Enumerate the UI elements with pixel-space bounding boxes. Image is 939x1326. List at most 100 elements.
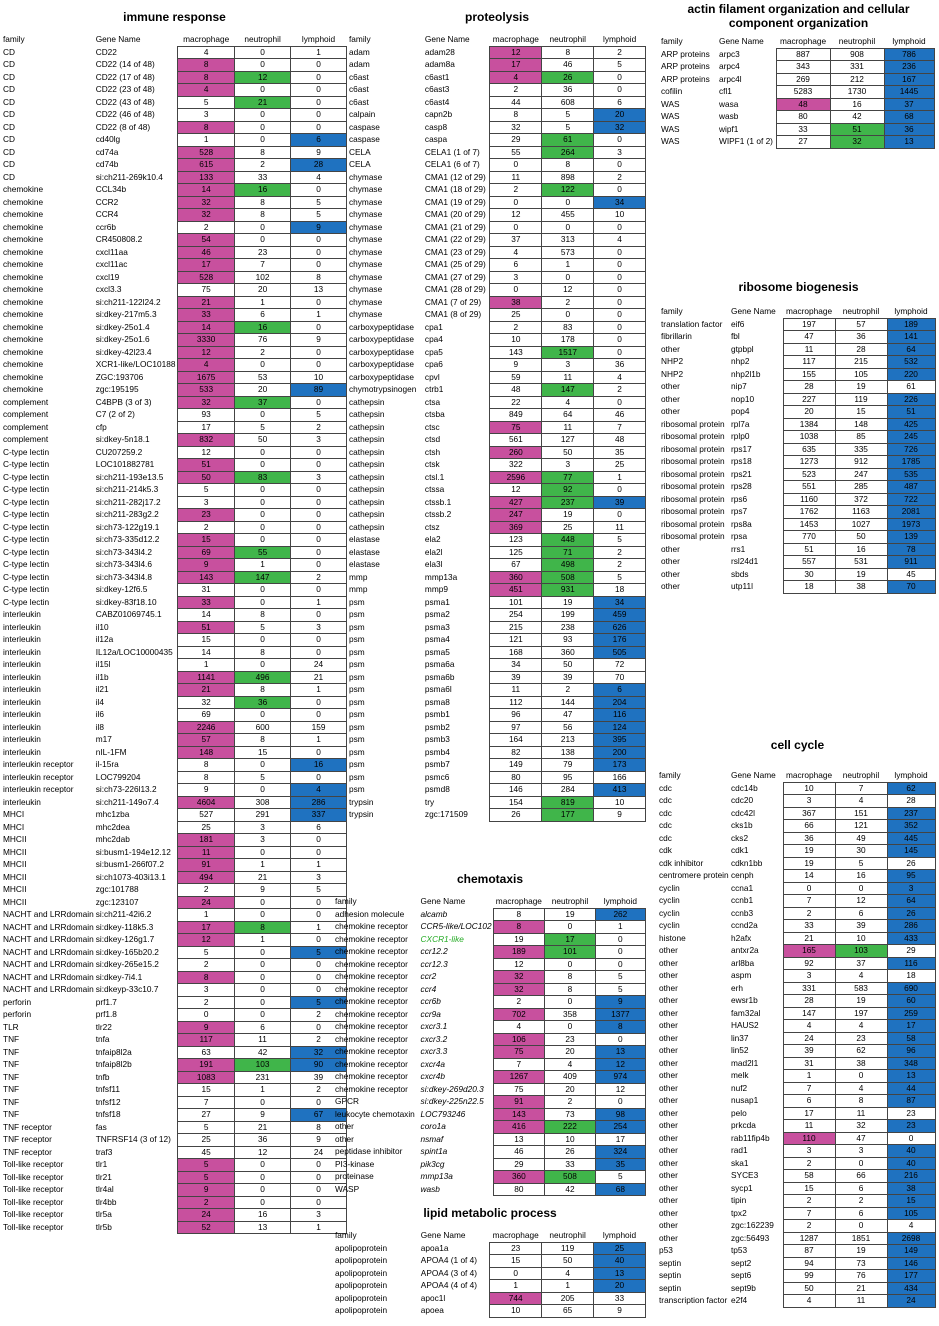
macrophage-cell: 4 (489, 245, 543, 259)
lymphoid-cell: 200 (593, 745, 646, 759)
lymphoid-cell: 1 (593, 470, 646, 484)
family-cell: interleukin (3, 734, 41, 744)
gene-cell: cenph (731, 870, 754, 880)
table-row: interleukin il12a 15 0 0 (2, 633, 347, 647)
family-cell: C-type lectin (3, 534, 50, 544)
macrophage-cell: 3 (782, 969, 836, 983)
neutrophil-cell: 8 (234, 608, 292, 622)
gene-cell: ccr4 (420, 983, 437, 994)
macrophage-cell: 24 (177, 895, 236, 909)
table-proteolysis: family Gene Name macrophage neutrophil l… (348, 34, 646, 822)
lymphoid-cell: 0 (290, 583, 347, 597)
lymphoid-cell: 0 (290, 745, 347, 759)
lymphoid-cell: 13 (883, 135, 935, 149)
macrophage-cell: 8 (492, 907, 546, 921)
table-row: WASP wasb 80 42 68 (334, 1182, 647, 1196)
family-cell: psm (349, 746, 365, 757)
family-cell: other (659, 1082, 678, 1093)
family-cell: other (659, 1095, 678, 1105)
gene-cell: sept6 (731, 1270, 752, 1280)
macrophage-cell: 2 (177, 995, 236, 1009)
neutrophil-cell: 3 (541, 358, 595, 372)
family-cell: CD (3, 171, 15, 182)
lymphoid-cell: 60 (886, 994, 936, 1008)
family-cell: NHP2 (661, 368, 684, 379)
lymphoid-cell: 5 (593, 570, 646, 584)
lymphoid-cell: 425 (886, 417, 936, 431)
macrophage-cell: 75 (177, 283, 236, 297)
family-cell: chemokine (3, 284, 44, 294)
neutrophil-cell: 32 (829, 135, 885, 149)
macrophage-cell: 27 (177, 1108, 236, 1122)
neutrophil-cell: 0 (234, 908, 292, 922)
gene-cell: cxcr4b (420, 1071, 445, 1081)
family-cell: histone (659, 932, 686, 943)
family-cell: WASP (335, 1183, 360, 1194)
table-row: C-type lectin si:ch211-214k5.3 5 0 0 (2, 483, 347, 497)
table-row: other ska1 2 0 40 (658, 1156, 936, 1170)
table-row: carboxypeptidase cpa4 10 178 0 (348, 333, 646, 347)
lymphoid-cell: 0 (593, 483, 646, 497)
gene-cell: cpa6 (424, 359, 443, 369)
macrophage-cell: 82 (489, 745, 543, 759)
gene-cell: SYCE3 (731, 1170, 759, 1180)
macrophage-cell: 21 (177, 683, 236, 697)
gene-cell: wipf1 (719, 123, 739, 134)
neutrophil-cell: 0 (234, 495, 292, 509)
gene-cell: rps21 (731, 468, 752, 479)
neutrophil-cell: 73 (834, 1256, 888, 1270)
family-cell: TNF (3, 1059, 20, 1069)
family-cell: other (659, 1007, 678, 1018)
table-row: apolipoprotein apoc1l 744 205 33 (334, 1291, 646, 1305)
family-cell: c6ast (349, 71, 369, 82)
family-cell: chymase (349, 196, 383, 207)
lymphoid-cell: 487 (886, 480, 936, 494)
macrophage-cell: 6 (782, 1094, 836, 1108)
table-row: psm psmb1 96 47 116 (348, 708, 646, 722)
gene-cell: LOC101882781 (95, 459, 155, 469)
macrophage-cell: 25 (177, 1133, 236, 1147)
table-row: TNF tnfsf11 15 1 2 (2, 1083, 347, 1097)
neutrophil-cell: 6 (234, 1020, 292, 1034)
gene-cell: rps6 (731, 493, 748, 504)
lymphoid-cell: 10 (593, 795, 646, 809)
macrophage-cell: 146 (489, 783, 543, 797)
table-row: GPCR si:dkey-225n22.5 91 2 0 (334, 1095, 647, 1109)
family-cell: other (659, 957, 678, 968)
macrophage-cell: 2 (489, 320, 543, 334)
neutrophil-cell: 358 (544, 1007, 596, 1021)
neutrophil-cell: 8 (541, 45, 595, 59)
macrophage-cell: 1 (177, 133, 236, 147)
family-cell: C-type lectin (3, 459, 50, 469)
lymphoid-cell: 0 (290, 833, 347, 847)
lymphoid-cell: 40 (886, 1144, 936, 1158)
neutrophil-cell: 0 (234, 120, 292, 134)
table-row: complement C7 (2 of 2) 93 0 5 (2, 408, 347, 422)
neutrophil-cell: 144 (541, 695, 595, 709)
panel-cell-cycle: cell cycle family Gene Name macrophage n… (658, 738, 937, 1308)
macrophage-cell: 63 (177, 1045, 236, 1059)
gene-cell: HAUS2 (731, 1020, 759, 1030)
lymphoid-cell: 5 (593, 58, 646, 72)
macrophage-cell: 48 (489, 383, 543, 397)
family-cell: other (661, 381, 680, 391)
table-row: psm psma6b 39 39 70 (348, 670, 646, 684)
table-row: NACHT and LRRdomain si:dkeyp-33c10.7 3 0 0 (2, 983, 347, 997)
macrophage-cell: 66 (782, 819, 836, 833)
header-family: family (335, 896, 357, 907)
macrophage-cell: 164 (489, 733, 543, 747)
table-row: ribosomal protein rps7 1762 1163 2081 (660, 505, 936, 519)
neutrophil-cell: 1730 (829, 85, 885, 99)
lymphoid-cell: 0 (593, 270, 646, 284)
table-row: other mad2l1 31 38 348 (658, 1056, 936, 1070)
family-cell: chemokine (3, 321, 44, 332)
macrophage-cell: 11 (782, 1119, 836, 1133)
lymphoid-cell: 337 (290, 808, 347, 822)
lymphoid-cell: 9 (593, 808, 646, 822)
family-cell: C-type lectin (3, 546, 50, 557)
neutrophil-cell: 101 (544, 945, 596, 959)
neutrophil-cell: 0 (234, 520, 292, 534)
macrophage-cell: 143 (489, 345, 543, 359)
gene-cell: XCR1-like/LOC10188 (95, 359, 176, 369)
family-cell: cdc (659, 782, 672, 793)
